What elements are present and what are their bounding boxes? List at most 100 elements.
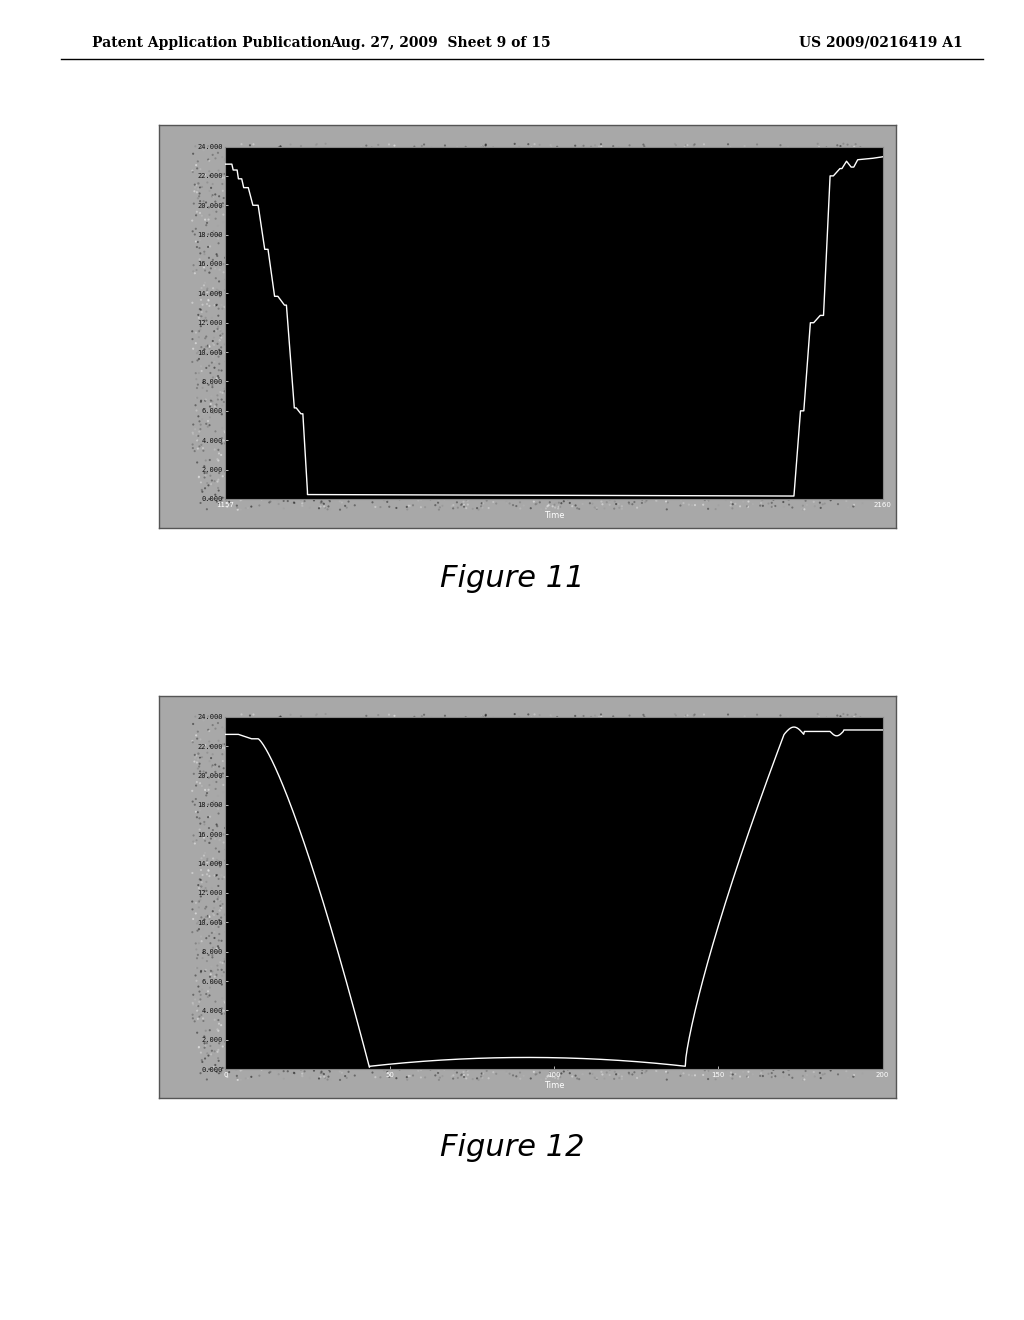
Point bbox=[723, 919, 739, 940]
Point bbox=[230, 1035, 247, 1056]
Point bbox=[512, 462, 528, 483]
Point bbox=[366, 375, 382, 396]
Point bbox=[244, 453, 260, 474]
Point bbox=[310, 777, 327, 799]
Point bbox=[322, 772, 338, 793]
Point bbox=[764, 807, 780, 828]
Point bbox=[464, 453, 480, 474]
Point bbox=[251, 1065, 267, 1086]
Point bbox=[351, 226, 368, 247]
Point bbox=[387, 1010, 403, 1031]
Point bbox=[657, 834, 674, 855]
Point bbox=[627, 919, 643, 940]
Point bbox=[697, 193, 714, 214]
Point bbox=[216, 430, 232, 451]
Point bbox=[294, 475, 310, 496]
Point bbox=[602, 293, 618, 314]
Point bbox=[732, 929, 749, 950]
Point bbox=[441, 228, 458, 249]
Point bbox=[212, 882, 228, 903]
Point bbox=[813, 368, 829, 389]
Point bbox=[716, 187, 732, 209]
Point bbox=[773, 977, 790, 998]
Point bbox=[594, 873, 610, 894]
Point bbox=[638, 466, 654, 487]
Point bbox=[582, 857, 598, 878]
Point bbox=[593, 899, 609, 920]
Point bbox=[189, 231, 206, 252]
Point bbox=[512, 896, 528, 917]
Point bbox=[830, 197, 847, 218]
Point bbox=[659, 899, 676, 920]
Point bbox=[536, 183, 552, 205]
Point bbox=[297, 359, 313, 380]
Point bbox=[365, 420, 381, 441]
Point bbox=[218, 1056, 234, 1077]
Point bbox=[666, 342, 682, 363]
Point bbox=[458, 1056, 474, 1077]
Point bbox=[327, 741, 343, 762]
Point bbox=[667, 252, 683, 273]
Point bbox=[200, 907, 216, 928]
Point bbox=[272, 297, 289, 318]
Point bbox=[464, 393, 480, 414]
Point bbox=[831, 1052, 848, 1073]
Point bbox=[594, 1022, 610, 1043]
Point bbox=[695, 483, 712, 504]
Point bbox=[547, 884, 563, 906]
Point bbox=[723, 991, 739, 1012]
Point bbox=[650, 733, 667, 754]
Point bbox=[528, 1048, 545, 1069]
Point bbox=[418, 284, 434, 305]
Point bbox=[673, 236, 689, 257]
Point bbox=[232, 968, 249, 989]
Point bbox=[543, 137, 559, 158]
Point bbox=[359, 219, 376, 240]
Point bbox=[549, 215, 565, 236]
Point bbox=[414, 375, 430, 396]
Point bbox=[545, 751, 561, 772]
Point bbox=[203, 257, 219, 279]
Point bbox=[557, 285, 573, 306]
Point bbox=[768, 882, 784, 903]
Point bbox=[628, 726, 644, 747]
Point bbox=[395, 251, 412, 272]
Point bbox=[609, 916, 626, 937]
Point bbox=[489, 978, 506, 999]
Point bbox=[422, 172, 438, 193]
Point bbox=[244, 882, 260, 903]
Point bbox=[474, 276, 490, 297]
Point bbox=[348, 156, 365, 177]
Point bbox=[821, 210, 838, 231]
Point bbox=[574, 900, 591, 921]
Point bbox=[484, 203, 501, 224]
Point bbox=[634, 979, 650, 1001]
Point bbox=[724, 437, 740, 458]
Point bbox=[800, 751, 816, 772]
Point bbox=[489, 925, 506, 946]
Point bbox=[232, 851, 249, 873]
Point bbox=[455, 474, 471, 495]
Point bbox=[481, 222, 498, 243]
Point bbox=[531, 785, 548, 807]
Point bbox=[494, 244, 510, 265]
Point bbox=[670, 973, 686, 994]
Point bbox=[739, 260, 756, 281]
Point bbox=[218, 491, 234, 512]
Point bbox=[443, 372, 460, 393]
Point bbox=[318, 259, 335, 280]
Point bbox=[790, 211, 806, 232]
Point bbox=[535, 469, 551, 490]
Point bbox=[231, 473, 248, 494]
Point bbox=[753, 375, 769, 396]
Point bbox=[640, 789, 656, 810]
Point bbox=[390, 1035, 407, 1056]
Point bbox=[475, 492, 492, 513]
Point bbox=[719, 376, 735, 397]
Point bbox=[466, 929, 482, 950]
Point bbox=[225, 343, 242, 364]
Point bbox=[583, 1044, 599, 1065]
Point bbox=[449, 482, 465, 503]
Point bbox=[306, 821, 323, 842]
Point bbox=[470, 937, 486, 958]
